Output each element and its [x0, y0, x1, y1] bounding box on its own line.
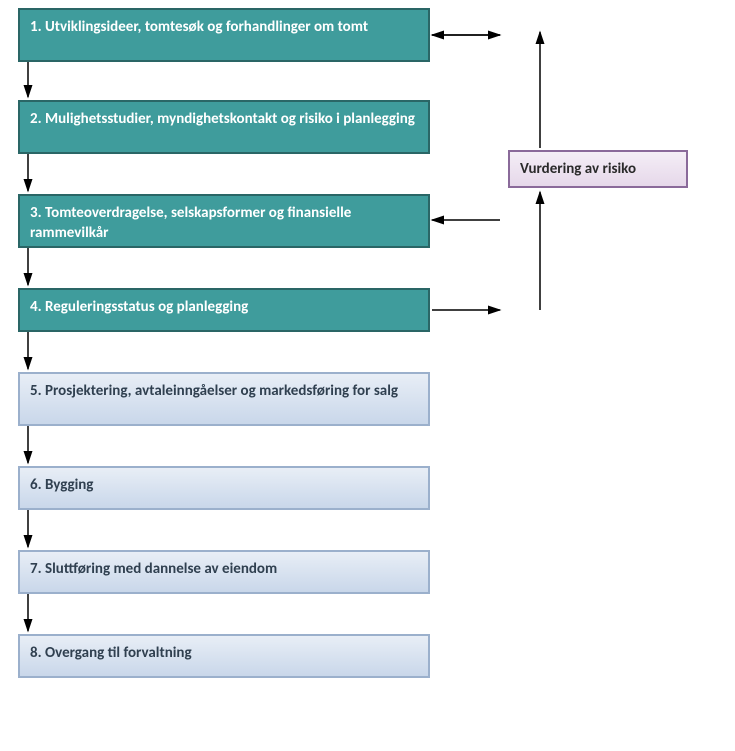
step-8-box: 8. Overgang til forvaltning: [18, 634, 430, 678]
step-6-label: 6. Bygging: [30, 476, 93, 494]
step-5-label: 5. Prosjektering, avtaleinngåelser og ma…: [30, 382, 398, 400]
step-5-box: 5. Prosjektering, avtaleinngåelser og ma…: [18, 372, 430, 426]
step-2-box: 2. Mulighetsstudier, myndighetskontakt o…: [18, 100, 430, 154]
step-3-label: 3. Tomteoverdragelse, selskapsformer og …: [30, 204, 351, 242]
step-1-box: 1. Utviklingsideer, tomtesøk og forhandl…: [18, 8, 430, 62]
step-7-label: 7. Sluttføring med dannelse av eiendom: [30, 560, 277, 578]
risk-label: Vurdering av risiko: [520, 160, 636, 178]
step-3-box: 3. Tomteoverdragelse, selskapsformer og …: [18, 194, 430, 248]
step-4-box: 4. Reguleringsstatus og planlegging: [18, 288, 430, 332]
step-7-box: 7. Sluttføring med dannelse av eiendom: [18, 550, 430, 594]
step-2-label: 2. Mulighetsstudier, myndighetskontakt o…: [30, 110, 415, 128]
step-6-box: 6. Bygging: [18, 466, 430, 510]
diagram-canvas: 1. Utviklingsideer, tomtesøk og forhandl…: [0, 0, 735, 751]
step-4-label: 4. Reguleringsstatus og planlegging: [30, 298, 248, 316]
step-8-label: 8. Overgang til forvaltning: [30, 644, 192, 662]
step-1-label: 1. Utviklingsideer, tomtesøk og forhandl…: [30, 18, 368, 36]
risk-box: Vurdering av risiko: [508, 150, 688, 188]
